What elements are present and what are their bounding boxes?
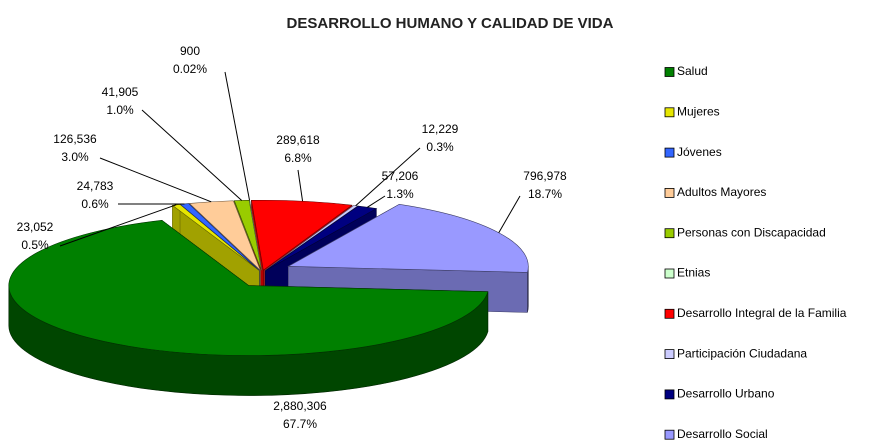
leader-line bbox=[59, 204, 177, 247]
value-label: 2,880,306 bbox=[273, 399, 327, 413]
percent-label: 1.3% bbox=[386, 187, 414, 201]
value-label: 24,783 bbox=[77, 179, 114, 193]
legend-label: Personas con Discapacidad bbox=[677, 225, 826, 239]
leader-line bbox=[297, 169, 304, 202]
legend-label: Jóvenes bbox=[677, 145, 722, 159]
legend-swatch bbox=[664, 107, 675, 118]
legend-swatch bbox=[664, 268, 675, 279]
data-labels: 2,880,306 67.7% 23,052 0.5% 24,783 0.6% 126,53… bbox=[17, 44, 567, 431]
slice bbox=[251, 199, 353, 271]
leader-line bbox=[498, 195, 521, 233]
slice-side bbox=[527, 266, 529, 313]
value-label: 23,052 bbox=[17, 220, 54, 234]
legend-swatch bbox=[664, 228, 675, 239]
leader-line bbox=[224, 71, 251, 201]
legend-label: Participación Ciudadana bbox=[677, 346, 807, 360]
leader-line bbox=[367, 195, 386, 208]
legend-label: Mujeres bbox=[677, 104, 720, 118]
percent-label: 0.6% bbox=[81, 197, 109, 211]
percent-label: 3.0% bbox=[61, 150, 89, 164]
percent-label: 0.02% bbox=[173, 62, 207, 76]
value-label: 126,536 bbox=[53, 132, 97, 146]
legend-swatch bbox=[664, 349, 675, 360]
legend-swatch bbox=[664, 67, 675, 77]
slice bbox=[8, 219, 489, 356]
percent-label: 1.0% bbox=[106, 103, 134, 117]
value-label: 900 bbox=[180, 44, 200, 58]
legend-swatch bbox=[664, 147, 675, 158]
legend-label: Desarrollo Urbano bbox=[677, 387, 775, 401]
legend-swatch bbox=[664, 187, 675, 198]
leader-line bbox=[99, 157, 212, 203]
value-label: 12,229 bbox=[422, 122, 459, 136]
legend-label: Desarrollo Social bbox=[677, 427, 768, 441]
legend-label: Salud bbox=[677, 64, 708, 78]
value-label: 796,978 bbox=[523, 169, 567, 183]
legend: Salud Mujeres Jóvenes Adultos Mayores Person… bbox=[664, 64, 847, 441]
percent-label: 18.7% bbox=[528, 187, 562, 201]
pie-tops bbox=[8, 199, 529, 356]
percent-label: 0.3% bbox=[426, 140, 454, 154]
percent-label: 0.5% bbox=[21, 238, 49, 252]
legend-label: Etnias bbox=[677, 266, 710, 280]
leader-line bbox=[355, 147, 421, 207]
slice bbox=[265, 205, 378, 271]
legend-label: Adultos Mayores bbox=[677, 185, 766, 199]
percent-label: 67.7% bbox=[283, 417, 317, 431]
value-label: 57,206 bbox=[382, 169, 419, 183]
legend-swatch bbox=[664, 308, 675, 319]
value-label: 41,905 bbox=[102, 85, 139, 99]
legend-swatch bbox=[664, 429, 675, 440]
percent-label: 6.8% bbox=[284, 151, 312, 165]
chart-title: DESARROLLO HUMANO Y CALIDAD DE VIDA bbox=[287, 15, 614, 32]
value-label: 289,618 bbox=[276, 133, 320, 147]
leader-line bbox=[141, 109, 243, 201]
legend-label: Desarrollo Integral de la Familia bbox=[677, 306, 847, 320]
legend-swatch bbox=[664, 389, 675, 400]
